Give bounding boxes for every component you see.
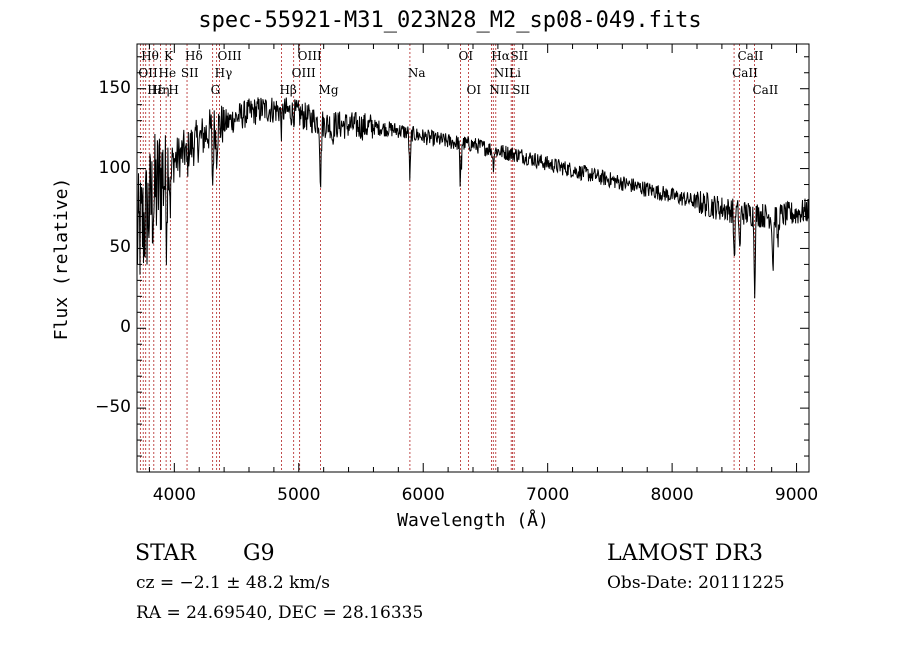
spectral-line-label: Hδ xyxy=(185,49,203,63)
spectral-line-label: SII xyxy=(512,83,530,97)
plot-frame xyxy=(136,43,810,473)
spectral-line-label: Li xyxy=(509,66,522,80)
spectral-line-label: OIII xyxy=(297,49,322,63)
spectral-line-label: Hθ xyxy=(141,49,159,63)
spectral-line-label: Mg xyxy=(318,83,339,97)
y-tick-label: −50 xyxy=(95,397,131,418)
spectral-line-label: Hα xyxy=(491,49,510,63)
spectral-line-label: H xyxy=(168,83,179,97)
x-tick-label: 9000 xyxy=(774,485,819,505)
spectral-line-label: SII xyxy=(510,49,529,63)
spectral-line-label: CaII xyxy=(737,49,764,63)
x-tick-label: 6000 xyxy=(401,485,445,505)
spectrum-line xyxy=(136,97,810,299)
spectral-line-label: SII xyxy=(180,66,199,80)
chart-title: spec-55921-M31_023N28_M2_sp08-049.fits xyxy=(198,8,702,33)
spectrum xyxy=(136,97,810,299)
coordinates: RA = 24.69540, DEC = 28.16335 xyxy=(136,603,424,623)
x-tick-label: 5000 xyxy=(277,485,321,505)
spectral-line-label: OIII xyxy=(291,66,316,80)
x-tick-label: 4000 xyxy=(152,485,196,505)
spectral-line-label: CaII xyxy=(752,83,779,97)
survey-name: LAMOST DR3 xyxy=(607,541,763,566)
spectral-line-label: OIII xyxy=(217,49,242,63)
spectral-line-label: Hη xyxy=(151,83,170,97)
line-markers xyxy=(139,44,755,472)
x-tick-label: 8000 xyxy=(650,485,694,505)
spectral-line-label: Na xyxy=(407,66,426,80)
y-tick-label: 0 xyxy=(120,317,131,338)
spectral-line-label: Hγ xyxy=(214,66,233,80)
spectral-line-label: Hε xyxy=(147,83,164,97)
y-tick-label: 100 xyxy=(98,157,131,178)
x-axis-label: Wavelength (Å) xyxy=(397,510,549,531)
spectral-line-label: Hβ xyxy=(279,83,297,97)
axis-ticks xyxy=(137,44,809,472)
spectral-line-label: OII xyxy=(138,66,158,80)
object-class: STAR xyxy=(135,541,196,566)
spectral-line-label: G xyxy=(210,83,221,97)
redshift-text: cz = −2.1 ± 48.2 km/s xyxy=(136,573,330,593)
spectral-line-label: OI xyxy=(466,83,482,97)
object-subclass: G9 xyxy=(243,541,275,566)
spectral-line-label: NII xyxy=(489,83,510,97)
y-tick-label: 150 xyxy=(98,77,131,98)
spectral-line-label: OI xyxy=(458,49,474,63)
spectral-line-label: CaII xyxy=(732,66,758,80)
spectral-line-label: He xyxy=(158,66,177,80)
spectral-line-label: NII xyxy=(493,66,514,80)
obs-date: Obs-Date: 20111225 xyxy=(607,573,785,593)
x-tick-label: 7000 xyxy=(526,485,570,505)
spectral-line-label: K xyxy=(164,49,174,63)
y-tick-label: 50 xyxy=(109,237,131,258)
